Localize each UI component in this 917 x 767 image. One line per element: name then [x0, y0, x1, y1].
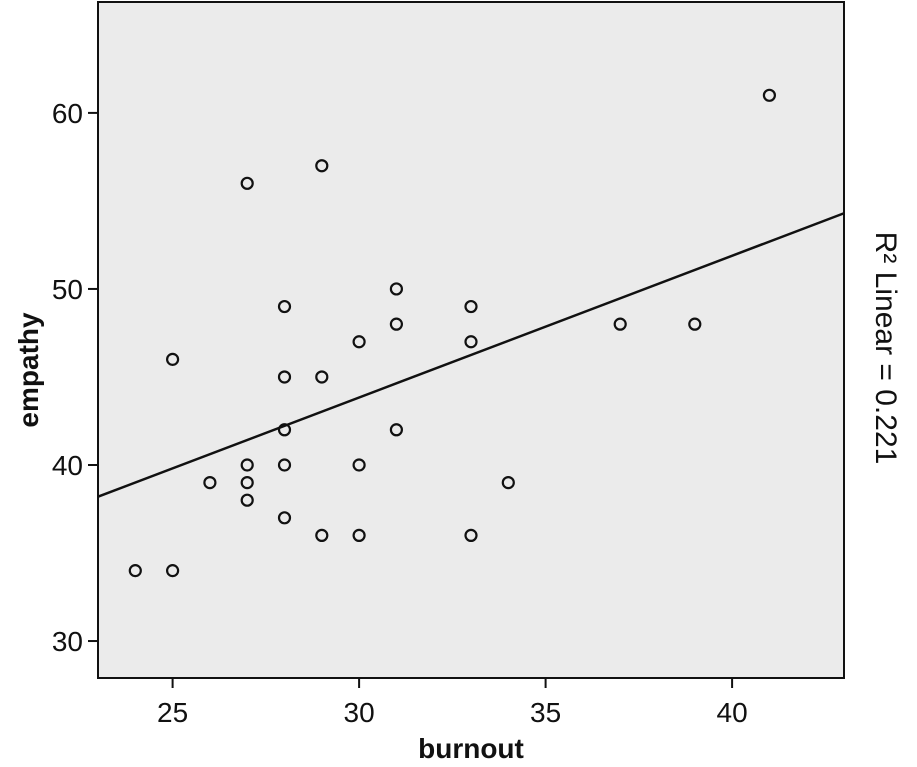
data-point [277, 423, 292, 437]
x-tick-label: 40 [717, 697, 748, 728]
data-point [389, 317, 403, 331]
y-tick-label: 60 [52, 98, 83, 129]
data-point [277, 370, 292, 384]
data-point [166, 564, 180, 578]
data-point [389, 282, 403, 296]
data-point [315, 528, 329, 543]
y-tick-label: 40 [52, 450, 83, 481]
data-point [277, 511, 292, 525]
data-point [277, 299, 292, 314]
data-point [464, 528, 478, 543]
x-tick-label: 30 [344, 697, 375, 728]
data-point [128, 564, 142, 578]
data-point [315, 159, 329, 173]
data-points [128, 88, 777, 578]
plot-area [97, 1, 845, 679]
data-point [315, 370, 329, 384]
data-point [352, 458, 366, 472]
data-point [464, 299, 478, 314]
regression-line-group [97, 212, 845, 498]
x-axis-ticks: 25 30 35 40 [157, 678, 748, 728]
y-axis-title: empathy [13, 312, 44, 428]
data-point [613, 317, 627, 331]
data-point [240, 493, 254, 507]
data-point [277, 458, 292, 472]
regression-line [97, 212, 845, 498]
data-point [352, 528, 366, 543]
y-tick-label: 30 [52, 626, 83, 657]
x-tick-label: 35 [530, 697, 561, 728]
data-point [688, 317, 702, 331]
data-point [240, 176, 254, 190]
data-point [240, 475, 254, 490]
data-point [389, 423, 403, 437]
data-point [464, 335, 478, 349]
y-axis-ticks: 30 40 50 60 [52, 98, 98, 657]
x-tick-label: 25 [157, 697, 188, 728]
data-point [203, 475, 217, 490]
data-point [501, 475, 515, 490]
data-point [166, 352, 180, 366]
data-point [762, 88, 777, 102]
data-point [352, 335, 366, 349]
x-axis-title: burnout [418, 733, 524, 764]
r-squared-label: R² Linear = 0.221 [869, 232, 902, 465]
y-tick-label: 50 [52, 274, 83, 305]
data-point [240, 458, 254, 472]
